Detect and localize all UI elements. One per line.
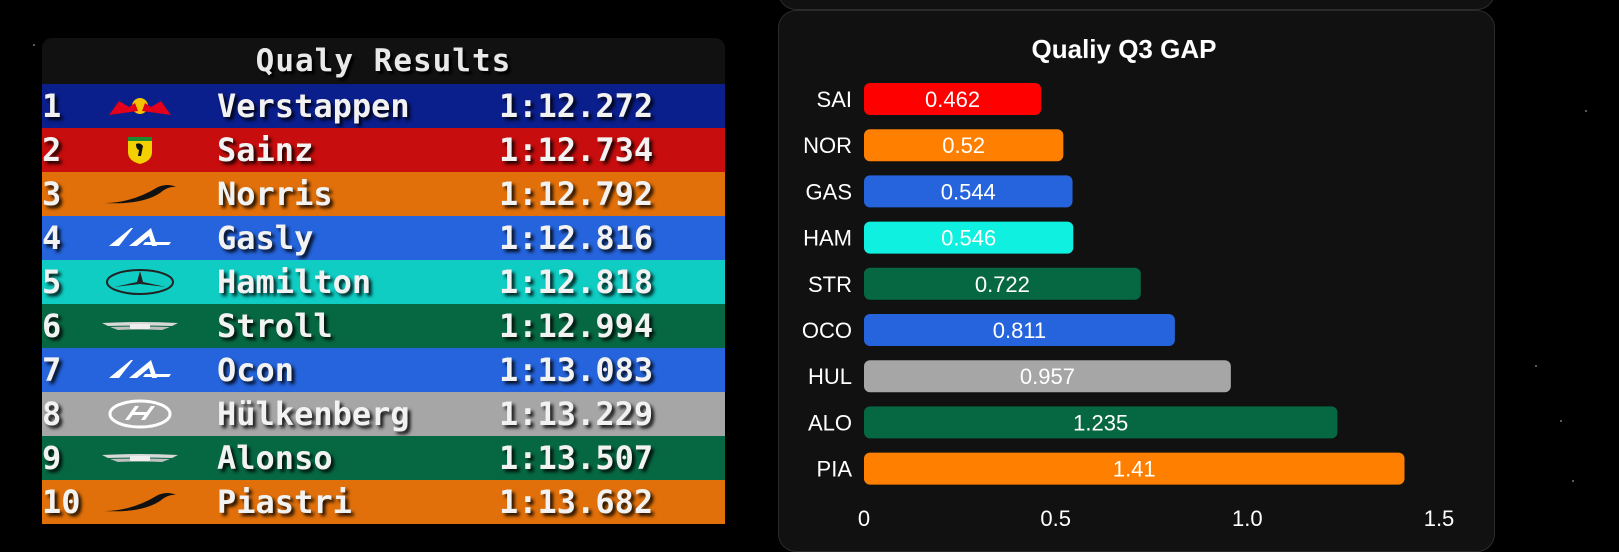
x-tick-label: 0 [858,506,870,531]
position-number: 2 [42,131,62,169]
result-row: 8 Hülkenberg 1:13.229 [42,392,725,436]
haas-logo-icon [100,392,180,436]
x-tick-label: 1.5 [1424,506,1455,531]
x-tick-label: 0.5 [1040,506,1071,531]
astonmartin-logo-icon [100,436,180,480]
bar-value-label: 0.722 [975,272,1030,297]
lap-time: 1:13.682 [499,483,654,521]
position-number: 6 [42,307,62,345]
gap-chart: Qualiy Q3 GAP SAI 0.462 NOR 0.52 GAS 0.544 HAM… [802,34,1455,531]
gap-bar [864,221,1074,254]
star-dot [1585,110,1587,112]
star-dot [1572,480,1574,482]
lap-time: 1:12.994 [499,307,654,345]
position-number: 10 [42,483,81,521]
chart-card-top-edge [778,0,1495,10]
lap-time: 1:12.816 [499,219,654,257]
driver-name: Verstappen [217,87,410,125]
lap-time: 1:12.792 [499,175,654,213]
driver-name: Alonso [217,439,333,477]
driver-name: Sainz [217,131,314,169]
driver-name: Piastri [217,483,352,521]
position-number: 4 [42,219,62,257]
position-number: 7 [42,351,62,389]
gap-bar [864,452,1405,485]
lap-time: 1:13.229 [499,395,654,433]
alpine-logo-icon [100,216,180,260]
result-row: 10 Piastri 1:13.682 [42,480,725,524]
position-number: 3 [42,175,62,213]
lap-time: 1:12.818 [499,263,654,301]
bar-value-label: 0.462 [925,87,980,112]
astonmartin-logo-icon [100,304,180,348]
result-row: 9 Alonso 1:13.507 [42,436,725,480]
gap-bar [864,129,1064,162]
ferrari-logo-icon [100,128,180,172]
bar-value-label: 1.41 [1113,457,1156,482]
mercedes-logo-icon [100,260,180,304]
chart-title: Qualiy Q3 GAP [1032,34,1217,64]
category-label: ALO [808,410,852,435]
bar-value-label: 0.544 [941,179,996,204]
results-title: Qualy Results [255,43,512,79]
star-dot [1560,420,1562,422]
category-label: PIA [817,457,853,482]
x-tick-label: 1.0 [1232,506,1263,531]
driver-name: Norris [217,175,333,213]
qualy-results-table: Qualy Results 1 Verstappen 1:12.272 2 Sainz 1… [42,38,725,524]
lap-time: 1:12.734 [499,131,654,169]
driver-name: Hamilton [217,263,372,301]
alpine-logo-icon [100,348,180,392]
lap-time: 1:12.272 [499,87,654,125]
category-label: GAS [806,179,852,204]
mclaren-logo-icon [100,480,180,524]
position-number: 1 [42,87,62,125]
lap-time: 1:13.507 [499,439,654,477]
category-label: NOR [803,133,852,158]
mclaren-logo-icon [100,172,180,216]
category-label: HAM [803,226,852,251]
position-number: 5 [42,263,62,301]
gap-bar [864,267,1141,300]
position-number: 9 [42,439,62,477]
star-dot [1535,365,1537,367]
result-row: 7 Ocon 1:13.083 [42,348,725,392]
category-label: HUL [808,364,852,389]
result-row: 6 Stroll 1:12.994 [42,304,725,348]
redbull-logo-icon [100,84,180,128]
category-label: SAI [817,87,852,112]
gap-chart-card: Qualiy Q3 GAP SAI 0.462 NOR 0.52 GAS 0.544 HAM… [778,10,1495,552]
gap-bar [864,360,1231,393]
driver-name: Gasly [217,219,314,257]
bar-value-label: 1.235 [1073,410,1128,435]
bar-value-label: 0.546 [941,226,996,251]
star-dot [33,44,35,46]
category-label: STR [808,272,852,297]
gap-bar [864,175,1073,208]
result-row: 5 Hamilton 1:12.818 [42,260,725,304]
bar-value-label: 0.52 [942,133,985,158]
driver-name: Hülkenberg [217,395,410,433]
gap-bar [864,406,1338,439]
category-label: OCO [802,318,852,343]
position-number: 8 [42,395,62,433]
result-row: 4 Gasly 1:12.816 [42,216,725,260]
bar-value-label: 0.957 [1020,364,1075,389]
result-row: 3 Norris 1:12.792 [42,172,725,216]
lap-time: 1:13.083 [499,351,654,389]
driver-name: Ocon [217,351,295,389]
result-row: 2 Sainz 1:12.734 [42,128,725,172]
result-row: 1 Verstappen 1:12.272 [42,84,725,128]
gap-bar [864,314,1175,346]
gap-bar [864,83,1042,115]
bar-value-label: 0.811 [993,318,1046,343]
driver-name: Stroll [217,307,333,345]
